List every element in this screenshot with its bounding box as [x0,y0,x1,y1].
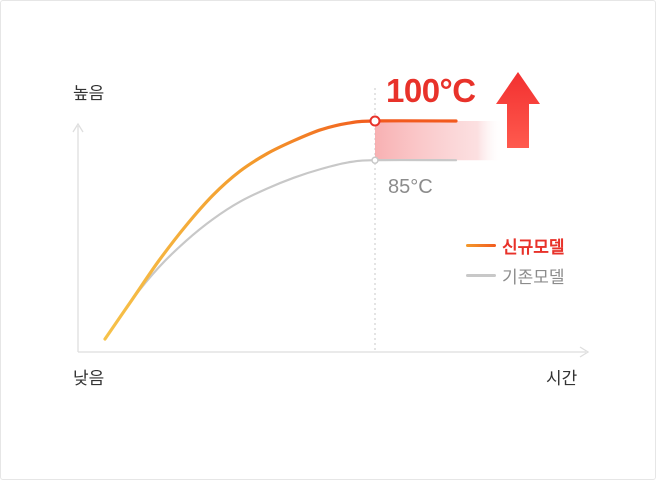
legend-item-new-model: 신규모델 [466,230,565,260]
x-axis-arrowhead [579,346,590,358]
legend-swatch-old [466,273,496,277]
old-peak-annotation: 85°C [388,176,433,198]
legend-swatch-new [466,243,496,247]
y-axis-low-label: 낮음 [73,369,105,389]
x-axis-label: 시간 [546,369,578,389]
legend-label-new: 신규모델 [502,237,565,258]
y-axis-high-label: 높음 [73,84,105,104]
temperature-gain-band [375,121,503,161]
series-line-new-model [103,119,458,341]
new-peak-marker [369,115,381,127]
old-peak-marker [371,156,379,164]
up-arrow-icon [496,72,540,148]
legend-item-old-model: 기존모델 [466,260,565,290]
legend-label-old: 기존모델 [502,267,565,288]
legend: 신규모델 기존모델 [466,230,565,290]
series-line-old-model [103,158,458,341]
y-axis-arrowhead [72,122,84,133]
new-peak-annotation: 100°C [386,72,476,109]
